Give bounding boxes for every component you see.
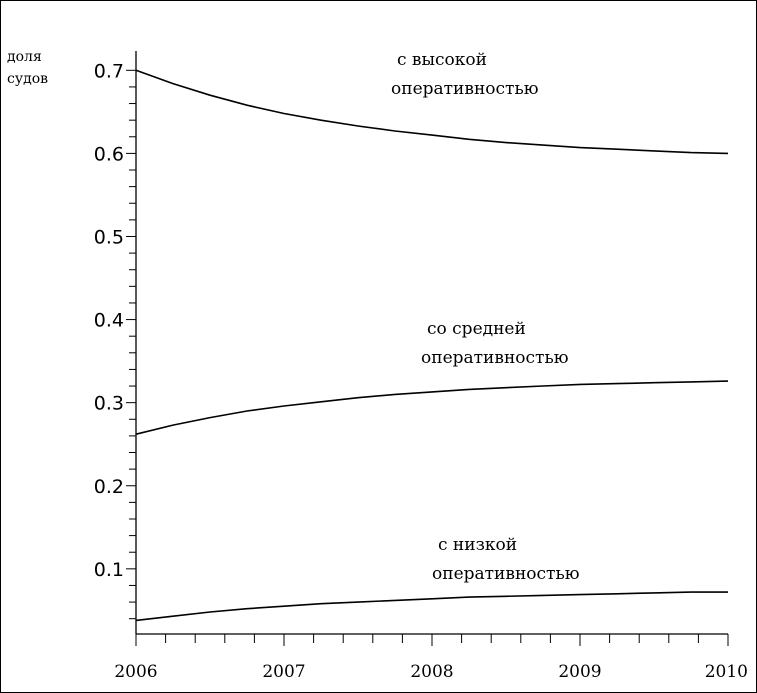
annotation-medium-line-1: со средней	[427, 319, 526, 339]
y-axis-label-line-1: доля	[7, 49, 42, 65]
series-line-high	[135, 69, 729, 155]
series-annotations: с высокой оперативностью со средней операти…	[391, 50, 580, 584]
annotation-high-line-2: оперативностью	[391, 79, 539, 99]
y-tick-label: 0.6	[94, 143, 124, 165]
y-tick-label: 0.5	[94, 226, 124, 248]
x-tick-label: 2006	[114, 662, 157, 682]
y-tick-label: 0.2	[94, 476, 124, 498]
y-tick-label: 0.4	[94, 310, 124, 332]
x-tick-label: 2007	[262, 662, 305, 682]
series-lines	[135, 69, 729, 622]
series-line-medium	[135, 380, 729, 435]
y-tick-label: 0.7	[94, 60, 124, 82]
x-tick-label: 2010	[705, 662, 748, 682]
series-line-low	[135, 591, 728, 622]
x-tick-label: 2008	[410, 662, 453, 682]
y-tick-label: 0.3	[94, 393, 124, 415]
y-tick-label: 0.1	[94, 559, 124, 581]
y-axis-label-line-2: судов	[7, 71, 48, 87]
x-tick-label: 2009	[558, 662, 601, 682]
axes: 0.1 0.2 0.3 0.4 0.5 0.6 0.7 2006 2007 2008 2009 201…	[94, 51, 748, 682]
annotation-low-line-2: оперативностью	[432, 564, 580, 584]
annotation-low-line-1: с низкой	[438, 535, 517, 555]
annotation-medium-line-2: оперативностью	[421, 348, 569, 368]
annotation-high-line-1: с высокой	[397, 50, 487, 70]
